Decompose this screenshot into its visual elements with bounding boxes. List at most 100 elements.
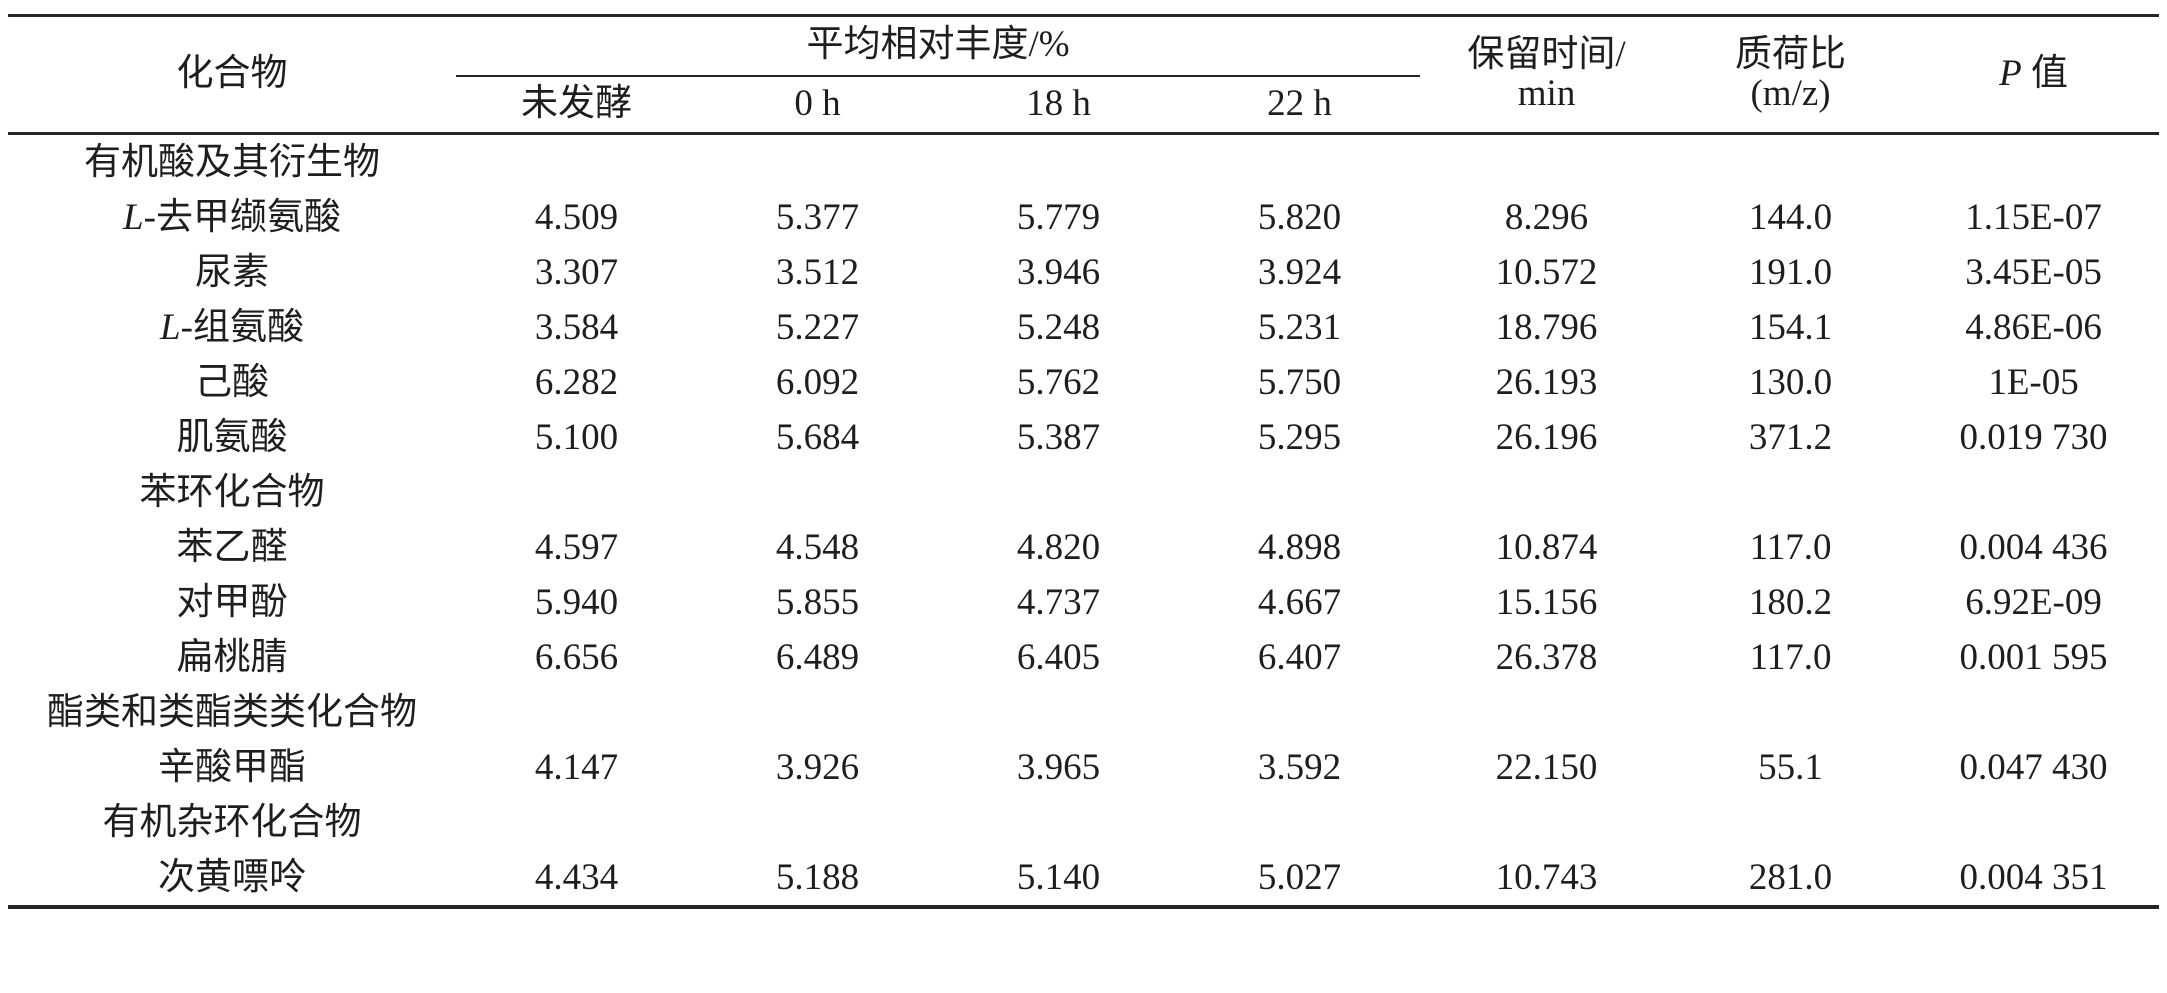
p-value: 0.004 351 bbox=[1959, 857, 2108, 898]
mz-value: 117.0 bbox=[1749, 637, 1832, 678]
compound-name: 辛酸甲酯 bbox=[158, 747, 306, 788]
abundance-value: 5.820 bbox=[1257, 197, 1342, 238]
compound-row: L-组氨酸 3.584 5.227 5.248 5.231 18.796 154.1 4.86… bbox=[8, 300, 2159, 355]
compound-name: 苯乙醛 bbox=[176, 527, 288, 568]
retention-header-line1: 保留时间/ bbox=[1467, 33, 1626, 75]
empty-cell bbox=[1673, 465, 1908, 520]
empty-cell bbox=[697, 465, 938, 520]
abundance-value: 4.898 bbox=[1257, 527, 1342, 568]
empty-cell bbox=[456, 685, 697, 740]
empty-cell bbox=[1673, 134, 1908, 191]
data-table: 化合物 平均相对丰度/% 保留时间/ min 质荷比 (m/z) P 值 未发酵… bbox=[8, 14, 2160, 909]
p-value: 1.15E-07 bbox=[1965, 197, 2102, 238]
empty-cell bbox=[697, 685, 938, 740]
retention-time: 10.572 bbox=[1495, 252, 1598, 293]
mz-value: 371.2 bbox=[1748, 417, 1833, 458]
subheader-unfermented: 未发酵 bbox=[521, 82, 632, 124]
category-row: 有机酸及其衍生物 bbox=[8, 134, 2159, 191]
empty-cell bbox=[1908, 795, 2159, 850]
p-value: 3.45E-05 bbox=[1965, 252, 2102, 293]
abundance-value: 4.667 bbox=[1257, 582, 1342, 623]
abundance-value: 6.092 bbox=[775, 362, 860, 403]
compound-row: L-去甲缬氨酸 4.509 5.377 5.779 5.820 8.296 144.0 1.1… bbox=[8, 190, 2159, 245]
compound-header: 化合物 bbox=[176, 53, 288, 95]
table-body: 有机酸及其衍生物 L-去甲缬氨酸 4.509 5.377 5.779 5.820 8.296… bbox=[8, 133, 2160, 908]
empty-cell bbox=[1179, 685, 1420, 740]
abundance-value: 6.407 bbox=[1257, 637, 1342, 678]
abundance-value: 3.926 bbox=[775, 747, 860, 788]
abundance-value: 4.434 bbox=[534, 857, 619, 898]
category-label: 酯类和类酯类类化合物 bbox=[47, 692, 417, 733]
category-label: 有机杂环化合物 bbox=[102, 802, 362, 843]
abundance-value: 5.762 bbox=[1016, 362, 1101, 403]
abundance-value: 3.512 bbox=[775, 252, 860, 293]
category-row: 苯环化合物 bbox=[8, 465, 2159, 520]
empty-cell bbox=[697, 134, 938, 191]
p-value: 0.001 595 bbox=[1959, 637, 2108, 678]
empty-cell bbox=[938, 795, 1179, 850]
abundance-value: 3.946 bbox=[1016, 252, 1101, 293]
retention-time: 26.196 bbox=[1495, 417, 1598, 458]
abundance-value: 3.924 bbox=[1257, 252, 1342, 293]
abundance-value: 4.147 bbox=[534, 747, 619, 788]
mz-value: 55.1 bbox=[1758, 747, 1823, 788]
abundance-value: 6.489 bbox=[775, 637, 860, 678]
p-value: 0.019 730 bbox=[1959, 417, 2108, 458]
empty-cell bbox=[456, 134, 697, 191]
p-value-header-rest: 值 bbox=[2021, 53, 2068, 95]
retention-header-line2: min bbox=[1517, 72, 1576, 114]
p-value: 1E-05 bbox=[1988, 362, 2079, 403]
empty-cell bbox=[1179, 134, 1420, 191]
compound-name: 次黄嘌呤 bbox=[158, 857, 306, 898]
abundance-value: 6.656 bbox=[534, 637, 619, 678]
compound-row: 尿素 3.307 3.512 3.946 3.924 10.572 191.0 3.45E-0… bbox=[8, 245, 2159, 300]
mz-header-line2: (m/z) bbox=[1750, 72, 1831, 114]
mz-header: 质荷比 (m/z) bbox=[1673, 16, 1908, 134]
table-header: 化合物 平均相对丰度/% 保留时间/ min 质荷比 (m/z) P 值 未发酵… bbox=[8, 15, 2159, 134]
retention-time: 22.150 bbox=[1495, 747, 1598, 788]
mz-header-line1: 质荷比 bbox=[1735, 33, 1847, 75]
compound-name: 对甲酚 bbox=[176, 582, 288, 623]
compound-name: 扁桃腈 bbox=[176, 637, 288, 678]
compound-name: 尿素 bbox=[195, 252, 269, 293]
category-label: 有机酸及其衍生物 bbox=[84, 142, 380, 183]
retention-time: 26.193 bbox=[1495, 362, 1598, 403]
abundance-value: 3.584 bbox=[534, 307, 619, 348]
compound-prefix-italic: L- bbox=[123, 197, 156, 238]
empty-cell bbox=[938, 134, 1179, 191]
abundance-value: 5.248 bbox=[1016, 307, 1101, 348]
abundance-value: 5.779 bbox=[1016, 197, 1101, 238]
abundance-value: 5.377 bbox=[775, 197, 860, 238]
subheader-22h: 22 h bbox=[1267, 82, 1332, 124]
p-value-header-italic: P bbox=[1999, 53, 2022, 95]
p-value: 6.92E-09 bbox=[1965, 582, 2102, 623]
empty-cell bbox=[938, 465, 1179, 520]
p-value: 4.86E-06 bbox=[1965, 307, 2102, 348]
retention-time: 18.796 bbox=[1495, 307, 1598, 348]
mz-value: 117.0 bbox=[1749, 527, 1832, 568]
abundance-value: 5.387 bbox=[1016, 417, 1101, 458]
empty-cell bbox=[456, 795, 697, 850]
abundance-value: 5.100 bbox=[534, 417, 619, 458]
abundance-value: 5.140 bbox=[1016, 857, 1101, 898]
abundance-value: 4.509 bbox=[534, 197, 619, 238]
mz-value: 281.0 bbox=[1748, 857, 1833, 898]
mz-value: 191.0 bbox=[1748, 252, 1833, 293]
abundance-value: 5.227 bbox=[775, 307, 860, 348]
empty-cell bbox=[1673, 795, 1908, 850]
empty-cell bbox=[1420, 465, 1673, 520]
mz-value: 180.2 bbox=[1748, 582, 1833, 623]
abundance-value: 3.592 bbox=[1257, 747, 1342, 788]
category-row: 有机杂环化合物 bbox=[8, 795, 2159, 850]
compound-prefix-italic: L- bbox=[160, 307, 193, 348]
p-value: 0.047 430 bbox=[1959, 747, 2108, 788]
p-value: 0.004 436 bbox=[1959, 527, 2108, 568]
abundance-value: 3.965 bbox=[1016, 747, 1101, 788]
empty-cell bbox=[1673, 685, 1908, 740]
compound-row: 己酸 6.282 6.092 5.762 5.750 26.193 130.0 1E-05 bbox=[8, 355, 2159, 410]
abundance-value: 5.855 bbox=[775, 582, 860, 623]
compound-row: 次黄嘌呤 4.434 5.188 5.140 5.027 10.743 281.0 0.004… bbox=[8, 850, 2159, 907]
abundance-value: 4.737 bbox=[1016, 582, 1101, 623]
compound-row: 辛酸甲酯 4.147 3.926 3.965 3.592 22.150 55.1 0.047 … bbox=[8, 740, 2159, 795]
